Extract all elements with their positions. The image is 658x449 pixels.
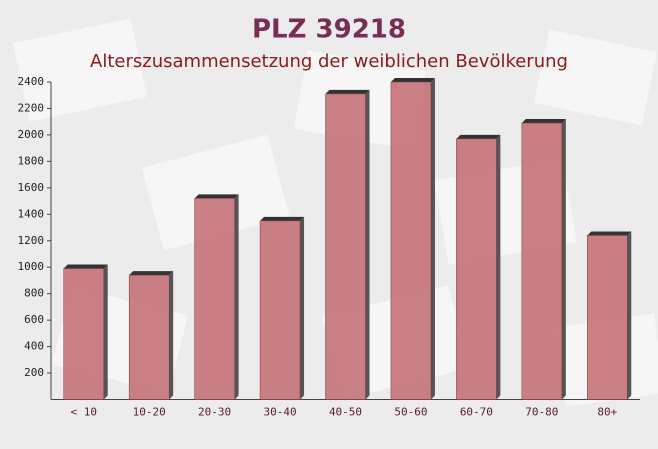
y-tick-label: 2000: [18, 128, 45, 141]
y-tick-label: 1000: [18, 260, 45, 273]
bar: [587, 235, 628, 400]
x-tick-label: 60-70: [460, 406, 493, 419]
bar: [259, 220, 301, 400]
bar-top: [260, 216, 305, 221]
y-tick-label: 1600: [18, 181, 45, 194]
bar-side: [234, 194, 239, 400]
bar: [63, 268, 104, 400]
y-tick-label: 2400: [18, 75, 45, 88]
x-tick-label: 80+: [597, 406, 617, 419]
bar-side: [365, 89, 370, 400]
y-tick-label: 200: [24, 366, 44, 379]
bar: [390, 81, 432, 400]
x-tick-label: 10-20: [133, 406, 166, 419]
y-tick-label: 1800: [18, 154, 45, 167]
x-tick-label: 20-30: [198, 406, 231, 419]
y-tick-label: 2200: [18, 101, 45, 114]
bar-side: [627, 231, 632, 400]
bar-top: [194, 194, 239, 199]
y-tick-label: 1400: [18, 207, 45, 220]
bar-side: [496, 134, 501, 400]
bar: [521, 122, 563, 400]
bar-top: [63, 264, 108, 269]
chart-subtitle: Alterszusammensetzung der weiblichen Bev…: [90, 51, 568, 72]
bar-top: [521, 119, 566, 124]
y-tick-label: 800: [24, 287, 44, 300]
bar: [325, 93, 366, 400]
x-tick-label: 70-80: [525, 406, 558, 419]
chart-title: PLZ 39218: [252, 15, 406, 45]
bar: [128, 274, 170, 400]
bar: [194, 198, 235, 400]
bar-side: [300, 216, 305, 400]
bar-top: [325, 89, 370, 94]
x-tick-label: 40-50: [329, 406, 362, 419]
x-tick-label: < 10: [70, 406, 97, 419]
bar-top: [587, 231, 632, 236]
y-tick-label: 400: [24, 340, 44, 353]
bar-side: [430, 78, 435, 400]
bar-top: [390, 78, 435, 82]
bar-top: [129, 271, 174, 276]
y-tick-label: 1200: [18, 234, 45, 247]
bar-top: [456, 134, 501, 139]
x-tick-label: 50-60: [394, 406, 427, 419]
bar-side: [103, 264, 108, 400]
bar: [456, 138, 497, 400]
bar-side: [169, 271, 174, 400]
bar-side: [561, 119, 566, 400]
x-tick-label: 30-40: [263, 406, 296, 419]
y-tick-label: 600: [24, 313, 44, 326]
